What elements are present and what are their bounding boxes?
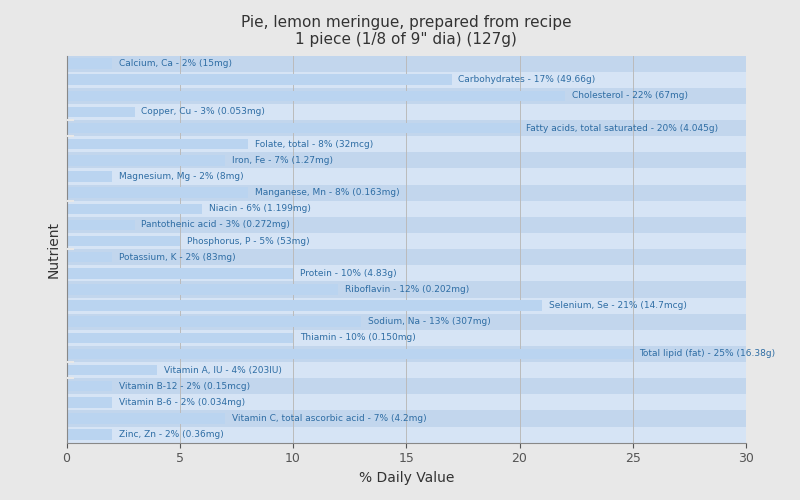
Bar: [66, 217, 746, 233]
Text: Pantothenic acid - 3% (0.272mg): Pantothenic acid - 3% (0.272mg): [142, 220, 290, 230]
Bar: [66, 88, 746, 104]
Bar: [66, 397, 112, 407]
Bar: [66, 106, 134, 117]
Bar: [66, 314, 746, 330]
Bar: [66, 123, 519, 134]
Text: Total lipid (fat) - 25% (16.38g): Total lipid (fat) - 25% (16.38g): [639, 350, 776, 358]
Text: Niacin - 6% (1.199mg): Niacin - 6% (1.199mg): [210, 204, 311, 214]
Bar: [66, 136, 746, 152]
Text: Phosphorus, P - 5% (53mg): Phosphorus, P - 5% (53mg): [186, 236, 310, 246]
Bar: [66, 74, 451, 85]
Text: Zinc, Zn - 2% (0.36mg): Zinc, Zn - 2% (0.36mg): [118, 430, 223, 439]
Bar: [66, 410, 746, 426]
Y-axis label: Nutrient: Nutrient: [47, 220, 61, 278]
Bar: [66, 152, 746, 168]
Bar: [66, 430, 112, 440]
Bar: [66, 204, 202, 214]
Bar: [66, 330, 746, 346]
Bar: [66, 268, 293, 278]
Text: Vitamin A, IU - 4% (203IU): Vitamin A, IU - 4% (203IU): [164, 366, 282, 374]
Bar: [66, 362, 746, 378]
Bar: [66, 414, 225, 424]
Title: Pie, lemon meringue, prepared from recipe
1 piece (1/8 of 9" dia) (127g): Pie, lemon meringue, prepared from recip…: [241, 15, 571, 48]
Bar: [66, 104, 746, 120]
Bar: [66, 426, 746, 442]
Bar: [66, 332, 293, 343]
Bar: [66, 394, 746, 410]
Bar: [66, 381, 112, 392]
Bar: [66, 316, 361, 327]
Bar: [66, 220, 134, 230]
Text: Iron, Fe - 7% (1.27mg): Iron, Fe - 7% (1.27mg): [232, 156, 333, 165]
Text: Carbohydrates - 17% (49.66g): Carbohydrates - 17% (49.66g): [458, 75, 596, 84]
Bar: [66, 58, 112, 69]
Bar: [66, 184, 746, 200]
Bar: [66, 233, 746, 249]
Text: Manganese, Mn - 8% (0.163mg): Manganese, Mn - 8% (0.163mg): [254, 188, 399, 197]
Bar: [66, 200, 746, 217]
Bar: [66, 139, 248, 149]
X-axis label: % Daily Value: % Daily Value: [358, 471, 454, 485]
Text: Thiamin - 10% (0.150mg): Thiamin - 10% (0.150mg): [300, 334, 415, 342]
Text: Folate, total - 8% (32mcg): Folate, total - 8% (32mcg): [254, 140, 373, 148]
Text: Protein - 10% (4.83g): Protein - 10% (4.83g): [300, 269, 397, 278]
Bar: [66, 120, 746, 136]
Bar: [66, 298, 746, 314]
Text: Fatty acids, total saturated - 20% (4.045g): Fatty acids, total saturated - 20% (4.04…: [526, 124, 718, 132]
Bar: [66, 252, 112, 262]
Bar: [66, 282, 746, 298]
Bar: [66, 348, 633, 359]
Bar: [66, 188, 248, 198]
Bar: [66, 172, 112, 182]
Text: Sodium, Na - 13% (307mg): Sodium, Na - 13% (307mg): [368, 317, 490, 326]
Text: Selenium, Se - 21% (14.7mcg): Selenium, Se - 21% (14.7mcg): [549, 301, 687, 310]
Bar: [66, 236, 180, 246]
Bar: [66, 365, 157, 376]
Text: Vitamin B-12 - 2% (0.15mcg): Vitamin B-12 - 2% (0.15mcg): [118, 382, 250, 391]
Bar: [66, 72, 746, 88]
Text: Vitamin C, total ascorbic acid - 7% (4.2mg): Vitamin C, total ascorbic acid - 7% (4.2…: [232, 414, 426, 423]
Bar: [66, 266, 746, 281]
Text: Magnesium, Mg - 2% (8mg): Magnesium, Mg - 2% (8mg): [118, 172, 243, 181]
Text: Potassium, K - 2% (83mg): Potassium, K - 2% (83mg): [118, 252, 235, 262]
Bar: [66, 155, 225, 166]
Bar: [66, 90, 565, 101]
Bar: [66, 284, 338, 294]
Text: Calcium, Ca - 2% (15mg): Calcium, Ca - 2% (15mg): [118, 59, 232, 68]
Bar: [66, 346, 746, 362]
Bar: [66, 168, 746, 184]
Text: Copper, Cu - 3% (0.053mg): Copper, Cu - 3% (0.053mg): [142, 108, 265, 116]
Bar: [66, 249, 746, 266]
Text: Cholesterol - 22% (67mg): Cholesterol - 22% (67mg): [572, 92, 688, 100]
Text: Riboflavin - 12% (0.202mg): Riboflavin - 12% (0.202mg): [345, 285, 470, 294]
Bar: [66, 378, 746, 394]
Text: Vitamin B-6 - 2% (0.034mg): Vitamin B-6 - 2% (0.034mg): [118, 398, 245, 407]
Bar: [66, 300, 542, 311]
Bar: [66, 56, 746, 72]
